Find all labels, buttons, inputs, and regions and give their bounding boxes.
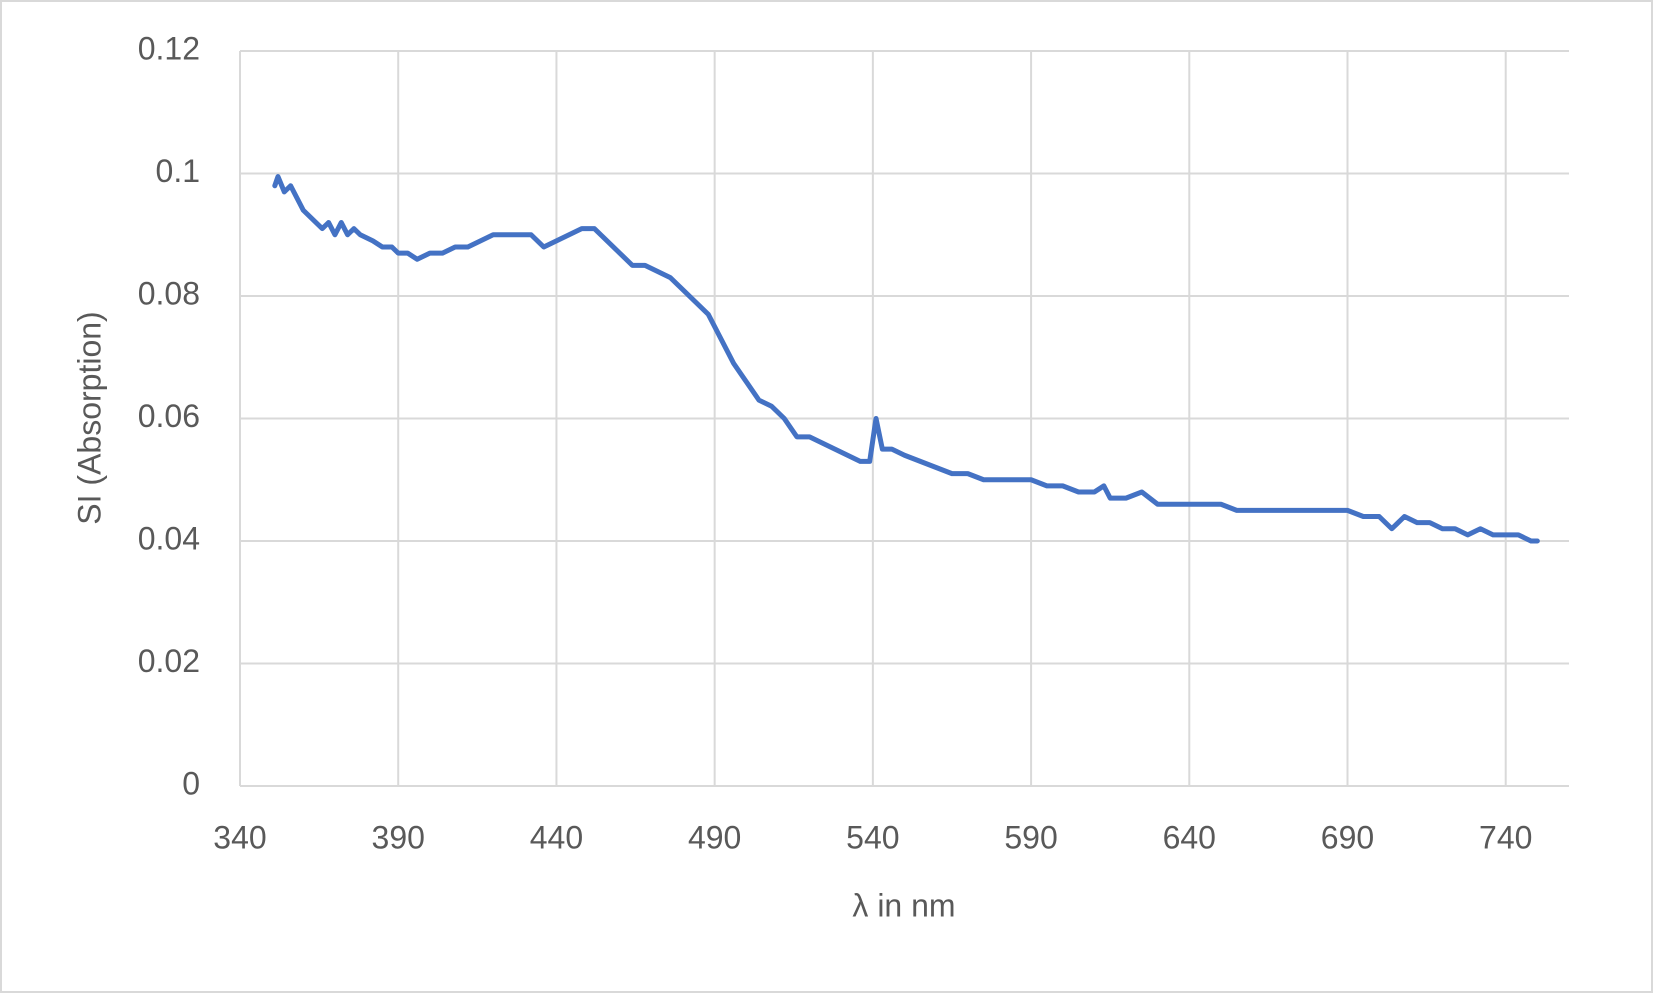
x-tick-label: 390: [372, 819, 425, 855]
x-tick-label: 440: [530, 819, 583, 855]
x-tick-label: 740: [1479, 819, 1532, 855]
y-tick-label: 0: [182, 765, 200, 801]
y-tick-label: 0.12: [138, 30, 200, 66]
x-tick-label: 690: [1321, 819, 1374, 855]
x-tick-label: 590: [1004, 819, 1057, 855]
data-line: [272, 174, 1540, 544]
x-tick-label: 490: [688, 819, 741, 855]
y-tick-label: 0.08: [138, 275, 200, 311]
y-axis-label: SI (Absorption): [71, 311, 107, 524]
y-tick-label: 0.06: [138, 398, 200, 434]
y-tick-label: 0.1: [156, 153, 200, 189]
x-tick-label: 640: [1163, 819, 1216, 855]
x-tick-label: 340: [213, 819, 266, 855]
x-tick-label: 540: [846, 819, 899, 855]
y-tick-label: 0.02: [138, 643, 200, 679]
y-tick-label: 0.04: [138, 520, 200, 556]
x-axis-label: λ in nm: [852, 887, 955, 923]
